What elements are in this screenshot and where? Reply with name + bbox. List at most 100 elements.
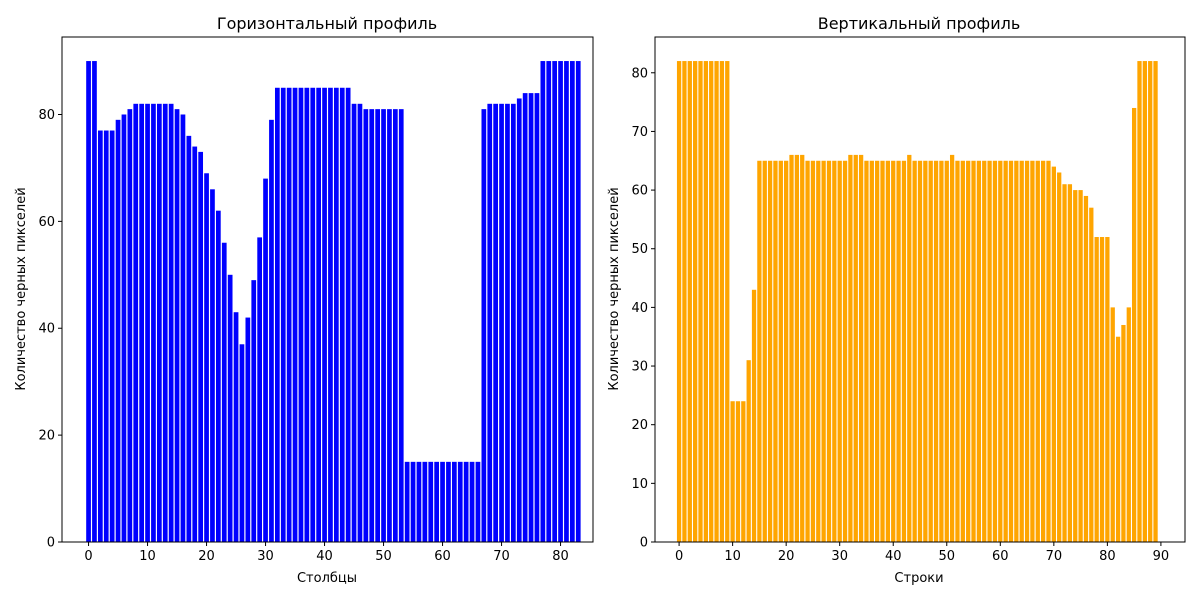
bar	[298, 87, 304, 543]
bar	[215, 210, 221, 542]
bar	[1024, 160, 1030, 542]
bar	[569, 61, 575, 543]
bar	[730, 401, 735, 542]
bar	[912, 160, 917, 542]
bar	[168, 103, 174, 543]
plot-frame	[654, 36, 1186, 543]
x-tick-label: 0	[84, 549, 92, 564]
x-tick-label: 20	[778, 549, 795, 564]
bar	[949, 154, 955, 542]
bar	[351, 103, 357, 543]
x-axis-label: Строки	[894, 571, 943, 586]
y-tick-label: 0	[640, 536, 648, 551]
x-tick-label: 50	[375, 549, 392, 564]
x-tick-label: 20	[198, 549, 215, 564]
x-tick-label: 80	[1099, 549, 1116, 564]
bar	[810, 160, 816, 542]
bar	[1073, 190, 1078, 542]
bar	[869, 160, 874, 542]
bar	[853, 154, 858, 542]
bar	[345, 87, 351, 543]
bar	[1148, 61, 1153, 543]
bar	[826, 160, 832, 542]
bar	[864, 160, 869, 542]
bar	[286, 87, 292, 543]
bar	[1126, 307, 1131, 542]
bar	[434, 461, 440, 542]
bar	[339, 87, 345, 543]
y-tick-label: 10	[631, 477, 648, 492]
y-tick-label: 30	[631, 360, 648, 375]
bar	[682, 61, 687, 543]
x-axis-ticks: 0 10 20 30 40 50 60 70 80 90	[675, 542, 1169, 564]
bar	[805, 160, 810, 542]
bar	[1089, 207, 1094, 542]
y-tick-label: 0	[47, 536, 55, 551]
bar	[784, 160, 789, 542]
bar	[416, 461, 422, 542]
bar	[976, 160, 982, 542]
bar	[540, 61, 546, 543]
bar	[794, 154, 800, 542]
vertical-profile-chart: Вертикальный профиль 0 10 20 30 40 50 60 70 80 90…	[607, 14, 1186, 586]
bar	[1030, 160, 1035, 542]
x-tick-label: 70	[1046, 549, 1063, 564]
bar	[487, 103, 493, 543]
bar	[440, 461, 445, 542]
bar	[709, 61, 714, 543]
bar	[703, 61, 708, 543]
bar	[381, 109, 386, 542]
bar	[1137, 61, 1142, 543]
bar	[192, 146, 198, 543]
bar	[475, 461, 481, 542]
bar	[944, 160, 949, 542]
bar	[97, 130, 103, 542]
bar	[322, 87, 327, 543]
bar	[757, 160, 762, 542]
bar	[676, 61, 682, 543]
bar	[1099, 237, 1105, 542]
bars	[676, 61, 1158, 543]
bar	[463, 461, 469, 542]
bar	[875, 160, 880, 542]
bar	[534, 93, 540, 543]
bar	[735, 401, 741, 542]
bar	[528, 93, 534, 543]
x-tick-label: 0	[675, 549, 683, 564]
x-tick-label: 40	[316, 549, 333, 564]
bar	[901, 160, 907, 542]
bar	[698, 61, 703, 543]
bar	[880, 160, 885, 542]
bar	[516, 98, 522, 543]
bar	[837, 160, 842, 542]
bar	[304, 87, 310, 543]
bar	[928, 160, 933, 542]
y-axis-ticks: 0 10 20 30 40 50 60 70 80	[631, 66, 655, 551]
x-tick-label: 40	[885, 549, 902, 564]
bar	[746, 360, 751, 542]
bar	[778, 160, 783, 542]
x-axis-ticks: 0 10 20 30 40 50 60 70 80	[84, 542, 569, 564]
x-tick-label: 50	[938, 549, 955, 564]
bar	[103, 130, 109, 542]
bar	[1040, 160, 1046, 542]
bar	[998, 160, 1003, 542]
bar	[1051, 166, 1056, 542]
bar	[274, 87, 280, 543]
y-tick-label: 70	[631, 125, 648, 140]
bar	[292, 87, 298, 543]
bar	[1153, 61, 1158, 543]
bar	[257, 237, 263, 542]
bar	[987, 160, 992, 542]
bar	[1062, 184, 1067, 542]
bar	[891, 160, 896, 542]
y-tick-label: 60	[38, 215, 55, 230]
bar	[564, 61, 569, 543]
bar	[263, 178, 268, 543]
x-tick-label: 30	[257, 549, 274, 564]
bar	[269, 119, 274, 542]
bar	[896, 160, 901, 542]
chart-title: Вертикальный профиль	[818, 14, 1021, 33]
bar	[714, 61, 719, 543]
bar	[1121, 324, 1126, 542]
